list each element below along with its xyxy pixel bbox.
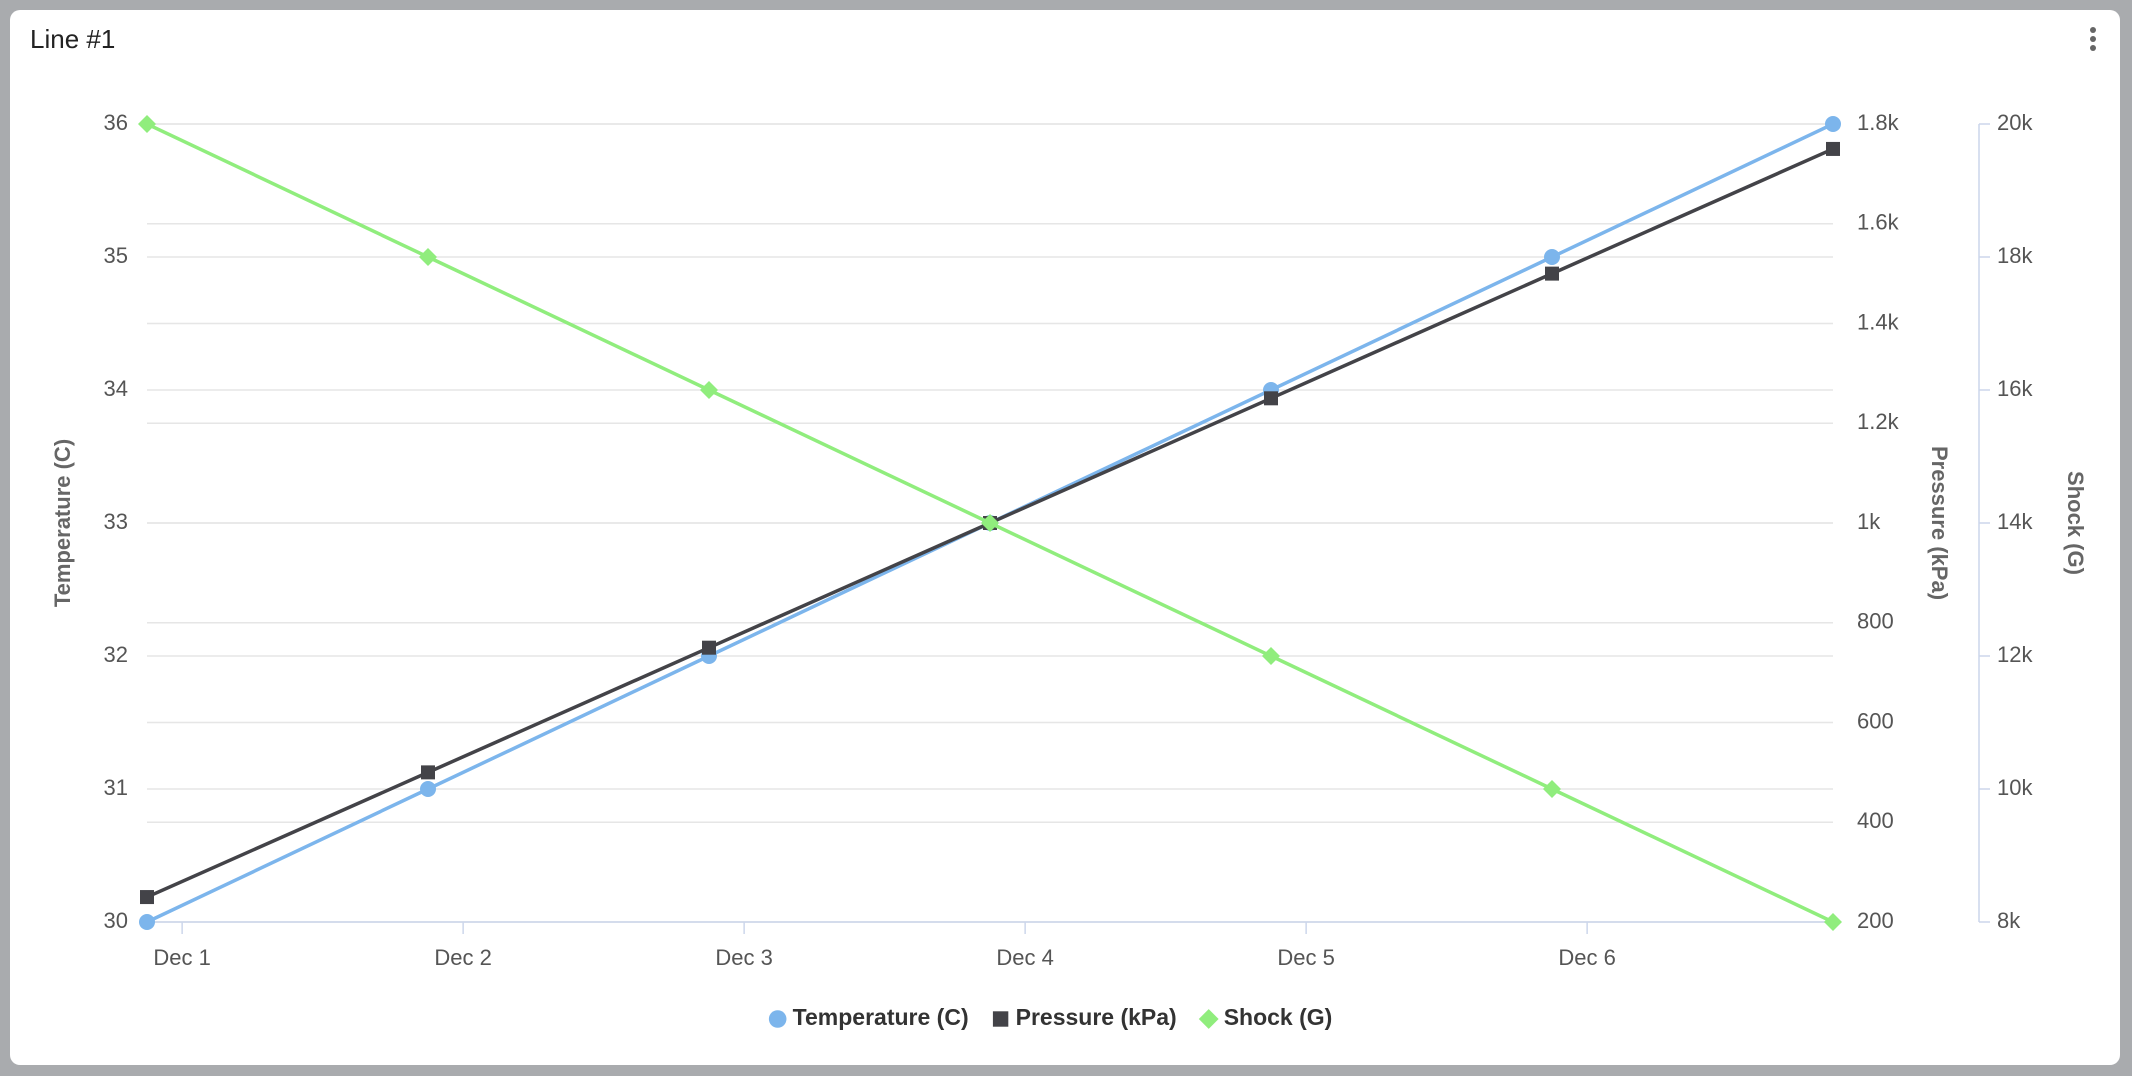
legend-item[interactable]: Temperature (C) [768, 1004, 969, 1030]
point [421, 765, 435, 780]
point [138, 115, 156, 133]
x-tick-label: Dec 2 [434, 945, 491, 970]
point [420, 781, 436, 797]
menu-button[interactable] [2090, 27, 2096, 51]
point [419, 248, 437, 266]
y2-tick-label: 200 [1857, 908, 1894, 933]
point [1824, 913, 1842, 931]
x-tick-label: Dec 6 [1558, 945, 1615, 970]
y3-tick-label: 20k [1997, 110, 2033, 135]
chart-title: Line #1 [30, 24, 115, 54]
y2-tick-label: 400 [1857, 808, 1894, 833]
y-tick-label: 32 [104, 642, 128, 667]
y2-axis-title: Pressure (kPa) [1927, 446, 1952, 600]
y2-tick-label: 1k [1857, 509, 1881, 534]
point [1825, 116, 1841, 132]
legend-item[interactable]: Shock (G) [1198, 1004, 1333, 1030]
legend-item[interactable]: Pressure (kPa) [992, 1004, 1177, 1030]
y2-tick-label: 800 [1857, 609, 1894, 634]
point [700, 381, 718, 399]
y2-tick-label: 1.2k [1857, 409, 1900, 434]
y2-tick-label: 1.8k [1857, 110, 1900, 135]
y3-tick-label: 16k [1997, 376, 2033, 401]
y3-tick-label: 10k [1997, 775, 2033, 800]
legend-label: Shock (G) [1224, 1004, 1333, 1030]
y-tick-label: 30 [104, 908, 128, 933]
y-tick-label: 33 [104, 509, 128, 534]
y-tick-label: 35 [104, 243, 128, 268]
y3-axis-title: Shock (G) [2063, 471, 2088, 575]
y3-tick-label: 18k [1997, 243, 2033, 268]
y2-tick-label: 1.6k [1857, 210, 1900, 235]
y-axis-title: Temperature (C) [50, 439, 75, 607]
x-tick-label: Dec 1 [153, 945, 210, 970]
legend-marker [768, 1010, 787, 1028]
legend-label: Temperature (C) [793, 1004, 969, 1030]
y2-tick-label: 1.4k [1857, 309, 1900, 334]
point [1545, 266, 1559, 281]
point [1543, 780, 1561, 798]
y-tick-label: 36 [104, 110, 128, 135]
point [1544, 249, 1560, 265]
legend-marker [1198, 1009, 1219, 1029]
point [140, 890, 154, 905]
x-tick-label: Dec 3 [715, 945, 772, 970]
card [10, 10, 2120, 1065]
x-tick-label: Dec 4 [996, 945, 1053, 970]
point [1264, 391, 1278, 406]
point [1262, 647, 1280, 665]
y-tick-label: 34 [104, 376, 128, 401]
point [702, 640, 716, 655]
legend-label: Pressure (kPa) [1016, 1004, 1177, 1030]
legend: Temperature (C) Pressure (kPa) Shock (G) [768, 1004, 1333, 1030]
y3-tick-label: 8k [1997, 908, 2021, 933]
x-tick-label: Dec 5 [1277, 945, 1334, 970]
y3-tick-label: 14k [1997, 509, 2033, 534]
y-tick-label: 31 [104, 775, 128, 800]
y2-tick-label: 600 [1857, 708, 1894, 733]
point [981, 514, 999, 532]
point [1826, 141, 1840, 156]
point [139, 914, 155, 930]
y3-tick-label: 12k [1997, 642, 2033, 667]
legend-marker [992, 1011, 1009, 1027]
